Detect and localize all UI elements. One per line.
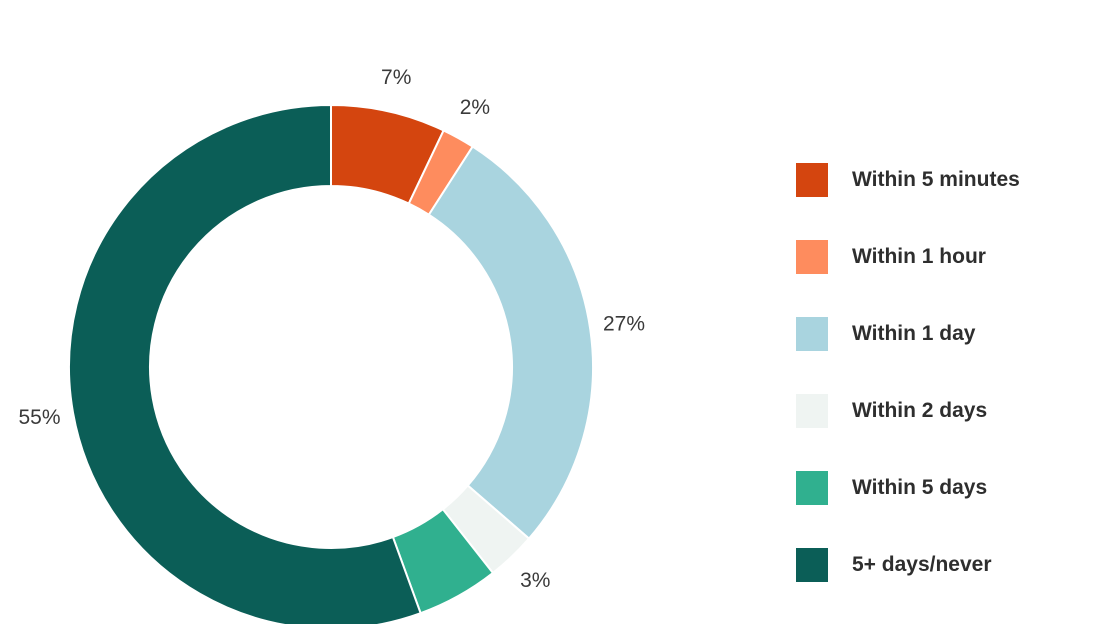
legend-label: Within 2 days bbox=[852, 399, 988, 422]
donut-slice-5-days-never bbox=[68, 103, 422, 624]
legend-label: Within 1 hour bbox=[852, 245, 986, 268]
slice-value-label: 27% bbox=[603, 312, 645, 335]
legend-swatch bbox=[796, 394, 828, 428]
legend-swatch bbox=[796, 163, 828, 197]
slice-value-label: 3% bbox=[520, 569, 550, 592]
legend-item-5-plus-days-never: 5+ days/never bbox=[796, 548, 992, 582]
slice-value-label: 55% bbox=[18, 406, 60, 429]
donut-slices bbox=[68, 103, 594, 624]
legend-swatch bbox=[796, 471, 828, 505]
legend-item-within-1-day: Within 1 day bbox=[796, 317, 976, 351]
legend-item-within-5-days: Within 5 days bbox=[796, 471, 987, 505]
donut-slice-within-1-day bbox=[427, 145, 594, 540]
legend-item-within-1-hour: Within 1 hour bbox=[796, 240, 986, 274]
legend-item-within-5-minutes: Within 5 minutes bbox=[796, 163, 1020, 197]
legend-swatch bbox=[796, 548, 828, 582]
slice-value-label: 7% bbox=[381, 66, 411, 89]
legend-label: Within 5 minutes bbox=[852, 168, 1020, 191]
legend-swatch bbox=[796, 317, 828, 351]
legend-item-within-2-days: Within 2 days bbox=[796, 394, 987, 428]
legend-swatch bbox=[796, 240, 828, 274]
legend-label: Within 1 day bbox=[852, 322, 976, 345]
legend-label: Within 5 days bbox=[852, 476, 988, 499]
donut-slice-labels: 7% 2% 27% 3% 55% bbox=[18, 66, 645, 592]
slice-value-label: 2% bbox=[460, 96, 490, 119]
legend-label: 5+ days/never bbox=[852, 553, 992, 576]
